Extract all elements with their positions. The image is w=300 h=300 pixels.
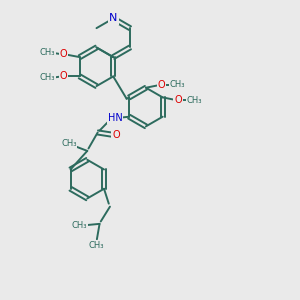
Text: CH₃: CH₃: [187, 96, 202, 105]
Text: O: O: [158, 80, 165, 90]
Text: O: O: [174, 95, 182, 105]
Text: O: O: [112, 130, 120, 140]
Text: HN: HN: [108, 113, 122, 123]
Text: O: O: [60, 49, 67, 59]
Text: CH₃: CH₃: [39, 74, 55, 82]
Text: N: N: [109, 14, 117, 23]
Text: CH₃: CH₃: [39, 48, 55, 57]
Text: O: O: [60, 71, 67, 81]
Text: CH₃: CH₃: [170, 80, 185, 89]
Text: CH₃: CH₃: [89, 241, 104, 250]
Text: CH₃: CH₃: [61, 139, 76, 148]
Text: CH₃: CH₃: [72, 221, 87, 230]
